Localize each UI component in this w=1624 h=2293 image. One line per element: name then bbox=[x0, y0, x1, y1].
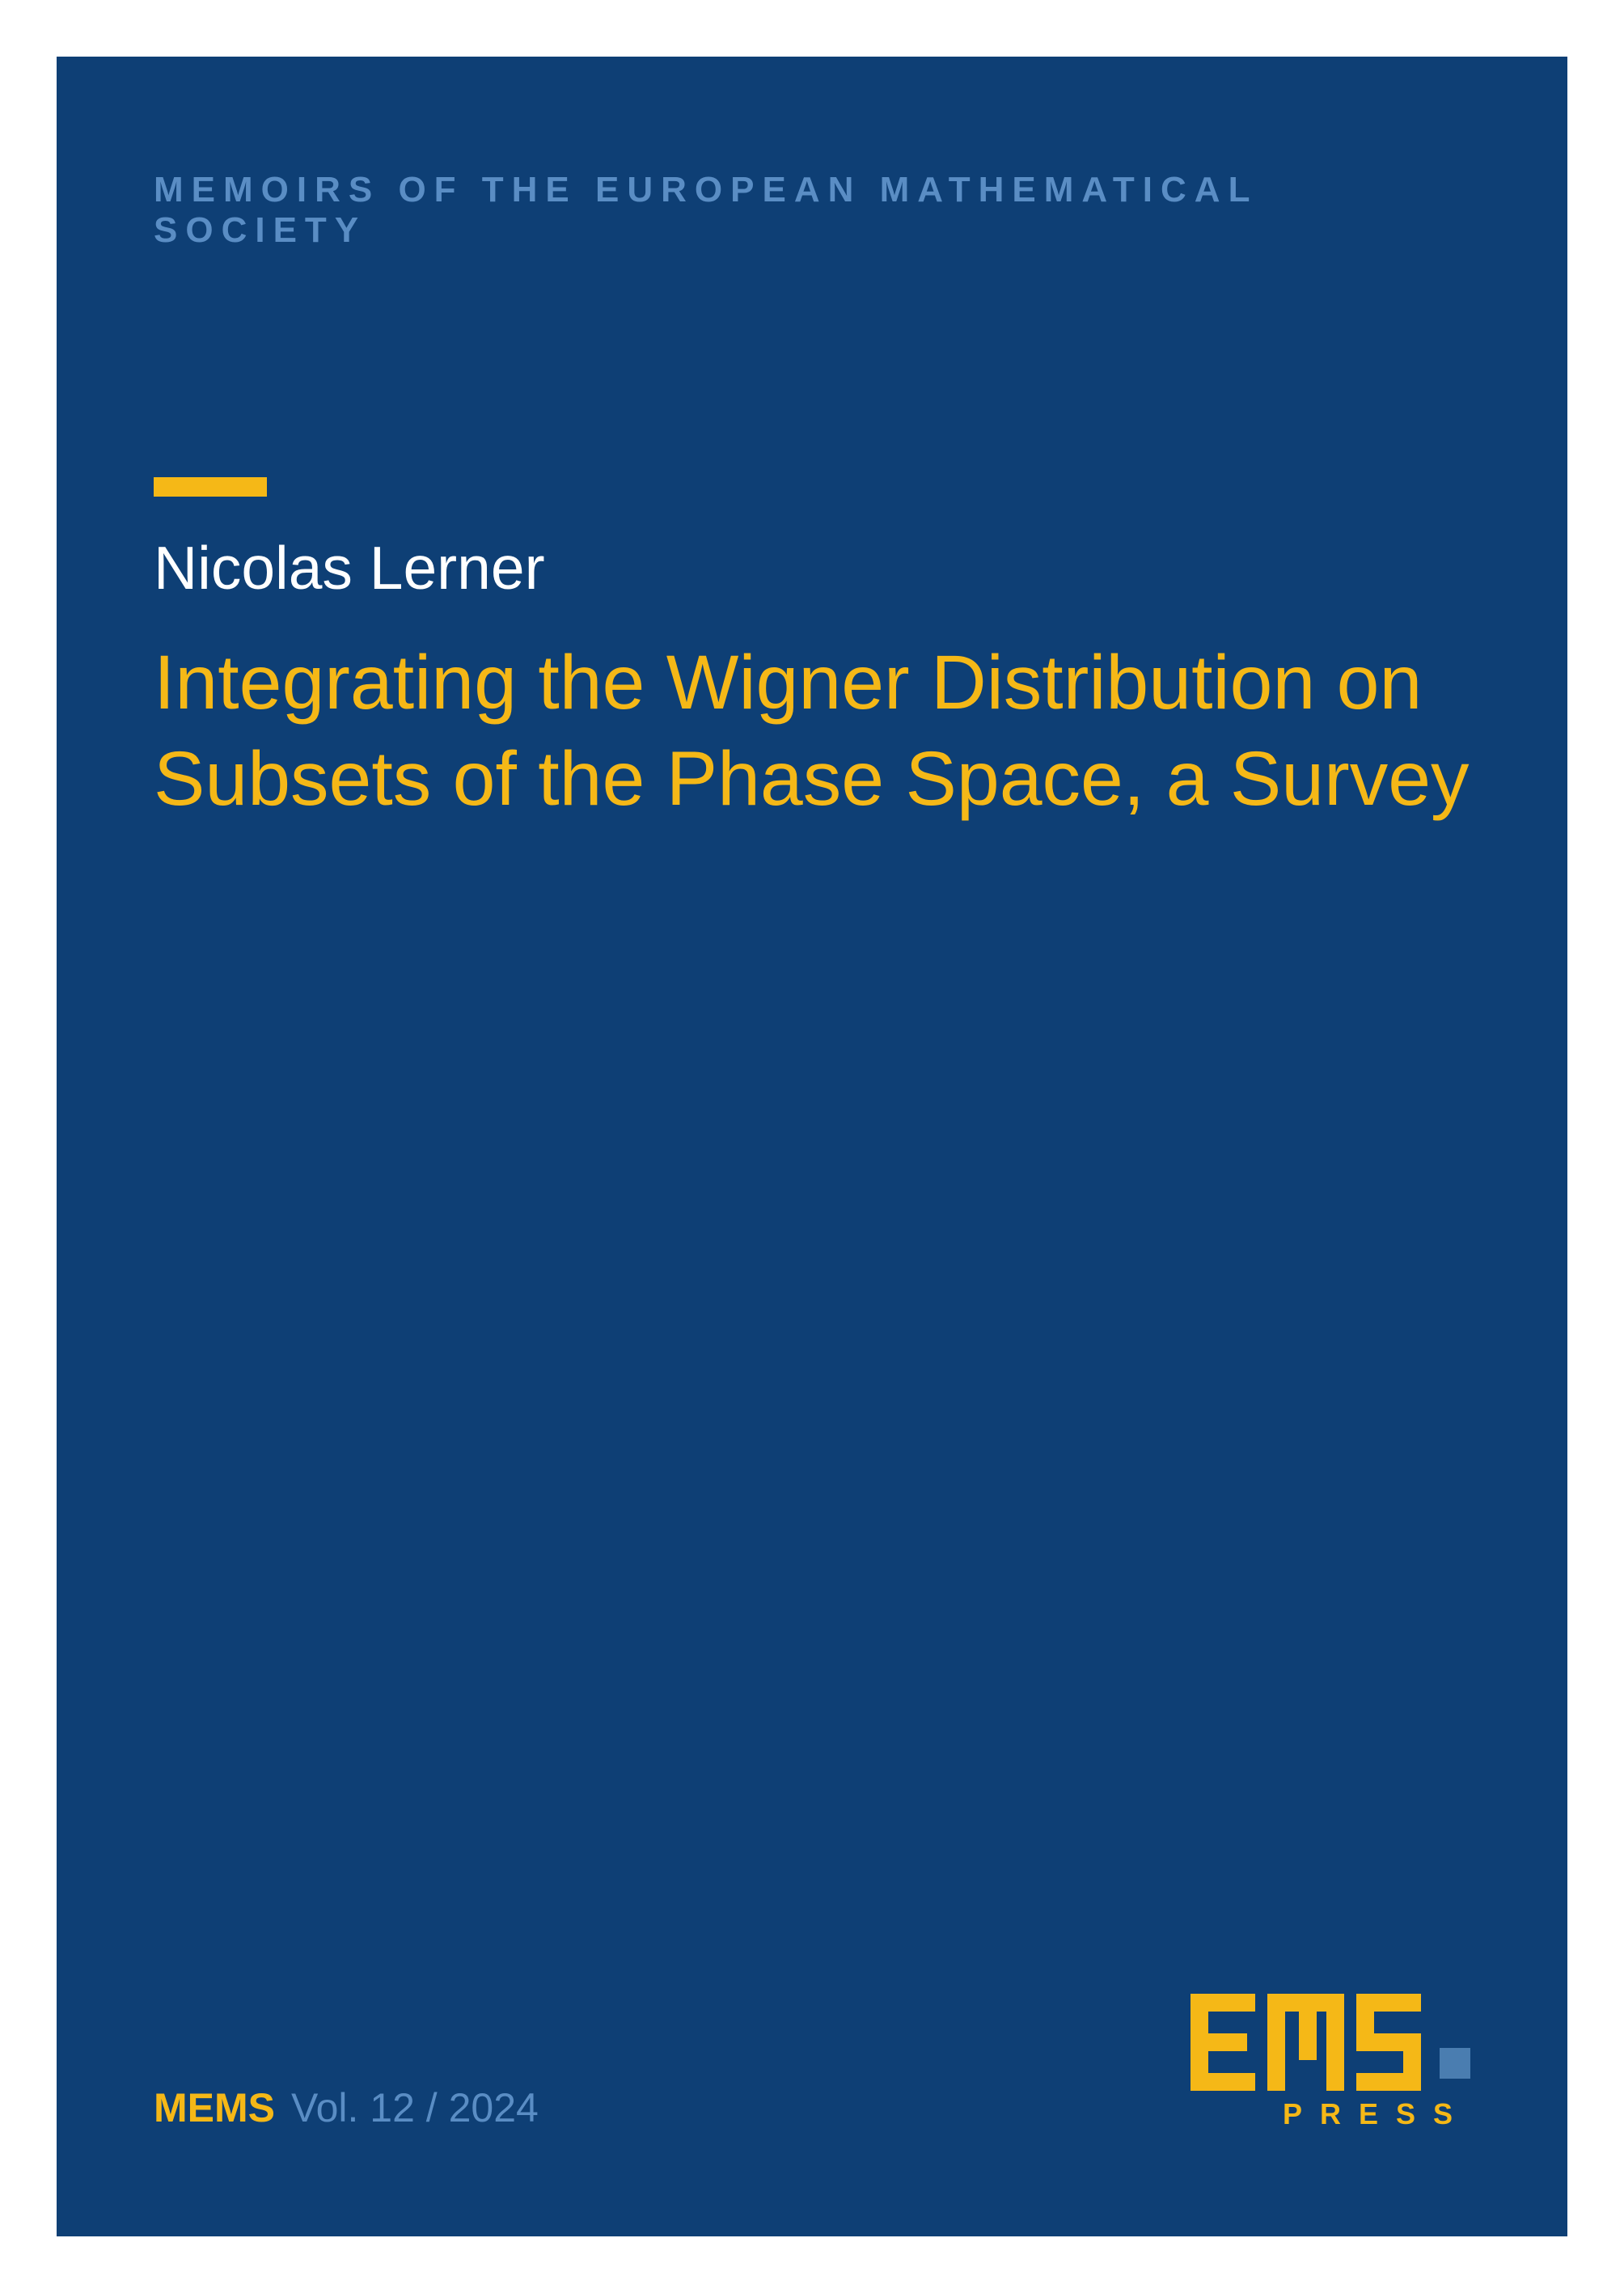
book-cover: MEMOIRS OF THE EUROPEAN MATHEMATICAL SOC… bbox=[57, 57, 1567, 2236]
book-title: Integrating the Wigner Distribution on S… bbox=[154, 635, 1470, 827]
square-dot-icon bbox=[1440, 2048, 1470, 2079]
logo-ems-row bbox=[1191, 1994, 1470, 2091]
publisher-logo: PRESS bbox=[1191, 1994, 1470, 2131]
press-label: PRESS bbox=[1283, 2097, 1470, 2131]
series-abbreviation: MEMS bbox=[154, 2084, 275, 2131]
author-name: Nicolas Lerner bbox=[154, 533, 1470, 603]
footer-row: MEMS Vol. 12 / 2024 bbox=[154, 1994, 1470, 2131]
volume-number: Vol. 12 / 2024 bbox=[291, 2084, 539, 2131]
ems-logo-icon bbox=[1191, 1994, 1425, 2091]
accent-bar bbox=[154, 477, 267, 497]
volume-info: MEMS Vol. 12 / 2024 bbox=[154, 2084, 539, 2131]
series-title: MEMOIRS OF THE EUROPEAN MATHEMATICAL SOC… bbox=[154, 170, 1470, 251]
